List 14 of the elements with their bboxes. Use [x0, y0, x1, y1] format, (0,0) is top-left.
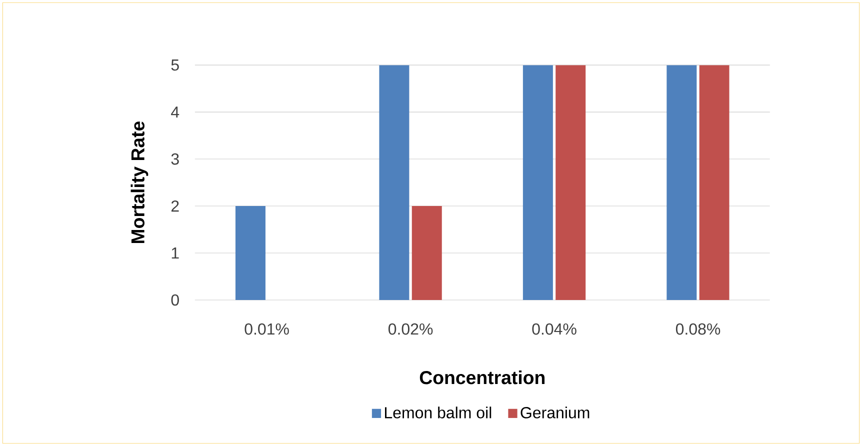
legend-label: Lemon balm oil — [385, 406, 492, 418]
x-axis-title: Concentration — [420, 370, 545, 384]
x-tick-label: 0.02% — [388, 323, 433, 335]
y-tick-label: 1 — [172, 248, 179, 259]
x-tick-label: 0.01% — [244, 323, 289, 335]
y-tick-label: 5 — [171, 60, 179, 71]
y-axis-title: Mortality Rate — [130, 121, 148, 243]
legend-label: Geranium — [520, 406, 590, 418]
y-tick-label: 0 — [171, 294, 179, 306]
x-tick-label: 0.08% — [676, 323, 720, 335]
y-tick-label: 3 — [171, 153, 179, 165]
y-tick-label: 4 — [171, 106, 180, 118]
x-tick-label: 0.04% — [532, 323, 576, 335]
y-tick-label: 2 — [171, 200, 179, 212]
